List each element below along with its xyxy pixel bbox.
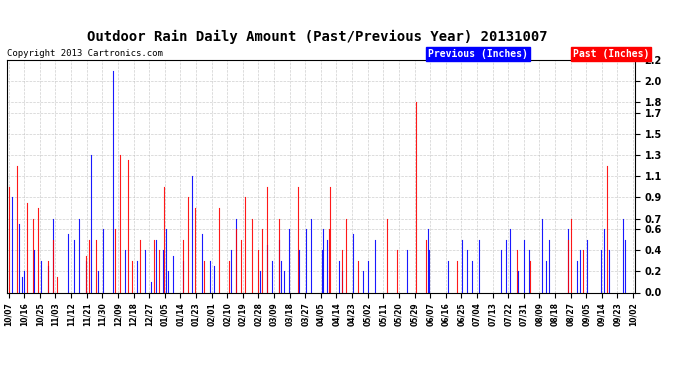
Text: Previous (Inches): Previous (Inches) <box>428 49 528 59</box>
Text: Outdoor Rain Daily Amount (Past/Previous Year) 20131007: Outdoor Rain Daily Amount (Past/Previous… <box>87 30 548 44</box>
Text: Past (Inches): Past (Inches) <box>573 49 649 59</box>
Text: Copyright 2013 Cartronics.com: Copyright 2013 Cartronics.com <box>7 49 163 58</box>
